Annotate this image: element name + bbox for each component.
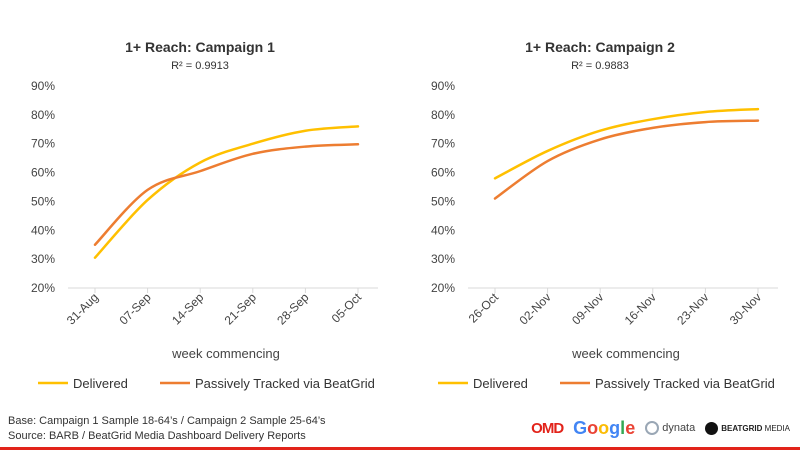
dynata-logo-text: dynata xyxy=(662,422,696,434)
series-line-delivered xyxy=(493,107,760,180)
x-tick-label: 30-Nov xyxy=(727,290,764,327)
dynata-mark-icon xyxy=(645,421,660,435)
x-tick-label: 21-Sep xyxy=(222,290,259,327)
y-tick-label: 90% xyxy=(31,79,55,93)
dynata-logo: dynata xyxy=(645,421,695,435)
x-tick-label: 07-Sep xyxy=(116,290,153,327)
beatgrid-logo: BEATGRID MEDIA xyxy=(705,421,790,435)
legend-label-tracked: Passively Tracked via BeatGrid xyxy=(595,376,775,391)
y-tick-label: 60% xyxy=(31,166,55,180)
series-line-tracked xyxy=(93,143,360,246)
y-tick-label: 50% xyxy=(431,194,455,208)
y-tick-label: 20% xyxy=(31,281,55,295)
y-tick-label: 30% xyxy=(431,252,455,266)
x-tick-label: 09-Nov xyxy=(569,290,606,327)
beatgrid-logo-bold: BEATGRID xyxy=(721,423,763,433)
x-tick-label: 26-Oct xyxy=(466,290,502,326)
legend-label-delivered: Delivered xyxy=(73,376,128,391)
google-logo: Google xyxy=(573,417,636,438)
x-axis-title: week commencing xyxy=(571,346,680,361)
legend-label-tracked: Passively Tracked via BeatGrid xyxy=(195,376,375,391)
y-tick-label: 70% xyxy=(431,137,455,151)
y-tick-label: 40% xyxy=(31,223,55,237)
beatgrid-mark-icon xyxy=(705,421,719,435)
partner-logos: OMD Google dynata BEATGRID MEDIA xyxy=(531,416,790,440)
brand-bottom-bar xyxy=(0,447,800,450)
x-tick-label: 05-Oct xyxy=(329,290,365,326)
x-tick-label: 31-Aug xyxy=(64,290,101,327)
x-tick-label: 16-Nov xyxy=(622,290,659,327)
y-tick-label: 80% xyxy=(31,108,55,122)
y-tick-label: 40% xyxy=(431,223,455,237)
chart-campaign-2: 1+ Reach: Campaign 2 R² = 0.9883 20% 30% 40%… xyxy=(431,39,778,391)
beatgrid-logo-light: MEDIA xyxy=(764,423,790,433)
beatgrid-logo-text: BEATGRID MEDIA xyxy=(721,424,790,433)
y-tick-label: 20% xyxy=(431,281,455,295)
chart-title: 1+ Reach: Campaign 2 xyxy=(525,39,675,55)
chart-title: 1+ Reach: Campaign 1 xyxy=(125,39,275,55)
x-tick-label: 02-Nov xyxy=(516,290,553,327)
x-tick-label: 23-Nov xyxy=(674,290,711,327)
y-tick-label: 50% xyxy=(31,194,55,208)
y-tick-label: 70% xyxy=(31,137,55,151)
y-tick-label: 90% xyxy=(431,79,455,93)
footnote: Base: Campaign 1 Sample 18-64’s / Campai… xyxy=(8,414,326,444)
x-axis-title: week commencing xyxy=(171,346,280,361)
chart-r-squared: R² = 0.9883 xyxy=(571,60,629,72)
footnote-source: Source: BARB / BeatGrid Media Dashboard … xyxy=(8,430,306,442)
x-tick-label: 14-Sep xyxy=(169,290,206,327)
footnote-base: Base: Campaign 1 Sample 18-64’s / Campai… xyxy=(8,415,326,427)
chart-campaign-1: 1+ Reach: Campaign 1 R² = 0.9913 20% 30% 40%… xyxy=(31,39,378,391)
legend-label-delivered: Delivered xyxy=(473,376,528,391)
y-tick-label: 80% xyxy=(431,108,455,122)
y-tick-label: 30% xyxy=(31,252,55,266)
x-tick-label: 28-Sep xyxy=(274,290,311,327)
series-line-tracked xyxy=(493,119,760,200)
y-tick-label: 60% xyxy=(431,166,455,180)
series-line-delivered xyxy=(93,125,360,259)
omd-logo: OMD xyxy=(531,419,564,437)
chart-r-squared: R² = 0.9913 xyxy=(171,60,229,72)
